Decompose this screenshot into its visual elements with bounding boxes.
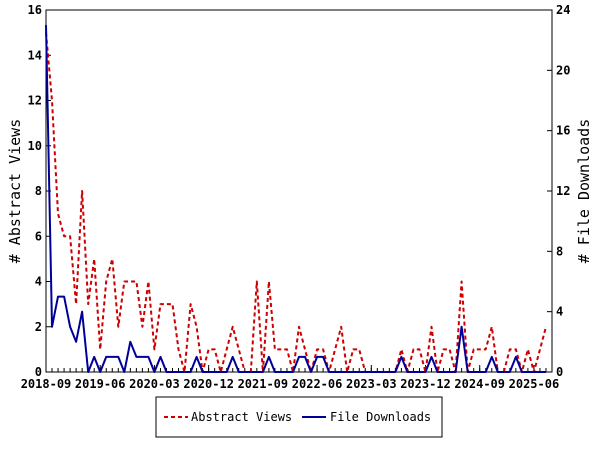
x-axis-tick-label: 2022-06 xyxy=(292,377,343,391)
left-axis-tick-label: 10 xyxy=(28,139,42,153)
x-axis-tick-label: 2020-12 xyxy=(183,377,234,391)
x-axis-ticks: 2018-09 2019-06 2020-03 2020-12 2021-09 2022-… xyxy=(21,365,560,391)
x-axis-tick-label: 2023-03 xyxy=(346,377,397,391)
right-axis-tick-label: 16 xyxy=(556,124,570,138)
right-axis-tick-label: 8 xyxy=(556,244,563,258)
x-axis-tick-label: 2023-12 xyxy=(400,377,451,391)
legend: Abstract Views File Downloads xyxy=(155,396,443,438)
series-line-abstract-views xyxy=(45,32,547,373)
legend-box xyxy=(155,396,443,438)
right-axis-tick-label: 4 xyxy=(556,305,563,319)
left-axis-tick-label: 16 xyxy=(28,3,42,17)
left-axis-tick-label: 6 xyxy=(35,229,42,243)
left-axis-tick-label: 12 xyxy=(28,94,42,108)
left-axis-title: # Abstract Views xyxy=(6,119,24,264)
left-axis-tick-label: 4 xyxy=(35,275,42,289)
series-line-file-downloads xyxy=(45,25,546,373)
x-axis-tick-label: 2025-06 xyxy=(509,377,560,391)
right-axis-tick-label: 20 xyxy=(556,63,570,77)
left-axis-tick-label: 2 xyxy=(35,320,42,334)
x-axis-tick-label: 2019-06 xyxy=(75,377,126,391)
x-axis-tick-label: 2020-03 xyxy=(129,377,180,391)
legend-label-file-downloads: File Downloads xyxy=(330,410,431,424)
right-axis-title: # File Downloads xyxy=(575,119,593,264)
right-axis-tick-label: 12 xyxy=(556,184,570,198)
left-axis-tick-label: 14 xyxy=(28,48,42,62)
series-layer xyxy=(45,25,547,373)
legend-label-abstract-views: Abstract Views xyxy=(191,410,292,424)
x-axis-tick-label: 2024-09 xyxy=(454,377,505,391)
x-axis-tick-label: 2021-09 xyxy=(238,377,289,391)
left-axis-tick-label: 8 xyxy=(35,184,42,198)
right-axis-tick-label: 24 xyxy=(556,3,570,17)
right-axis-ticks: 0 4 8 12 16 20 24 xyxy=(547,3,570,379)
plot-area xyxy=(45,9,553,373)
right-axis-tick-label: 0 xyxy=(556,365,563,379)
left-axis-tick-label: 0 xyxy=(35,365,42,379)
x-axis-tick-label: 2018-09 xyxy=(21,377,72,391)
